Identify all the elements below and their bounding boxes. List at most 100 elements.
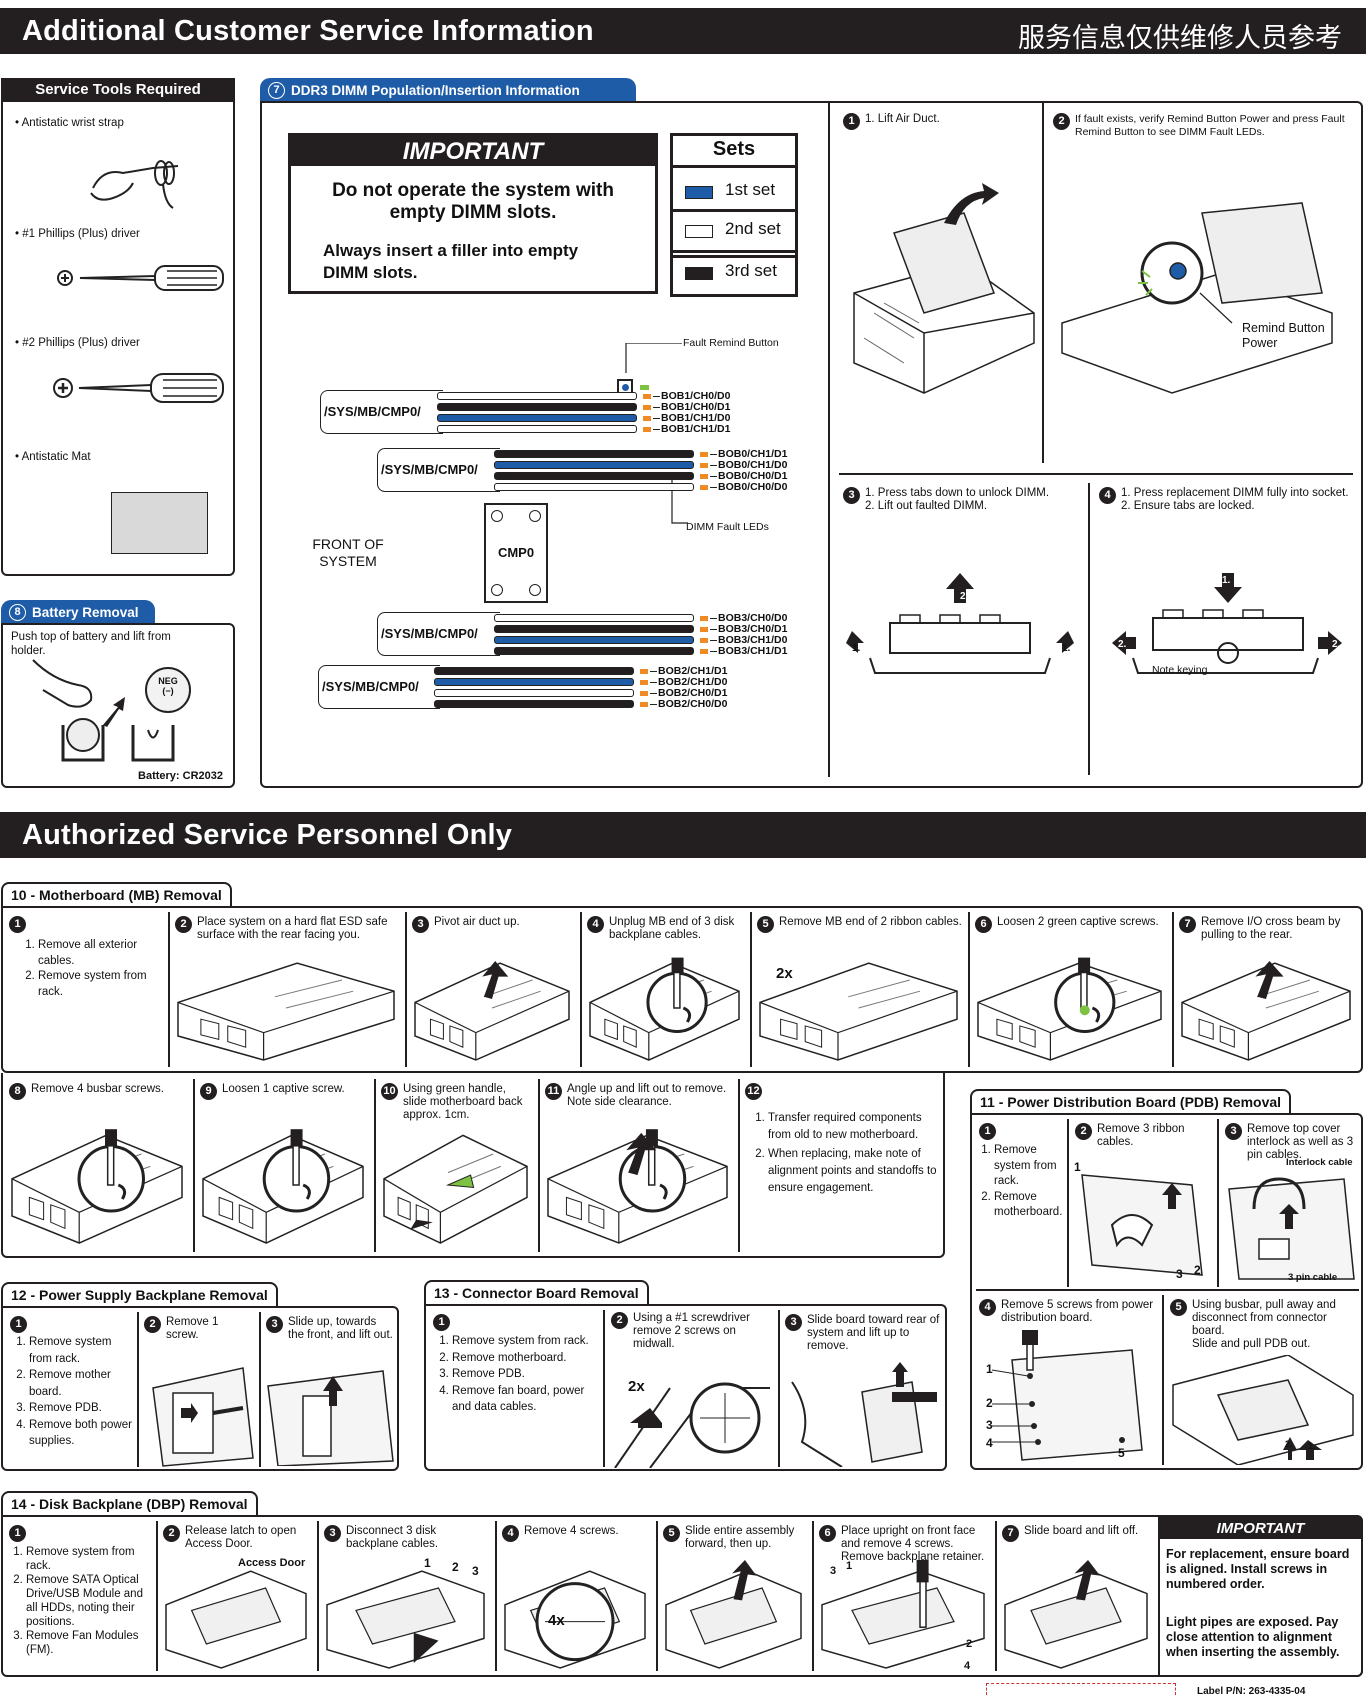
dimm-slot[interactable] [494,625,694,633]
dimm-fault-led [643,427,651,432]
dimm-bank-path: /SYS/MB/CMP0/ [324,404,421,419]
set-row: 1st set [673,174,795,212]
dimm-fault-led [640,691,648,696]
mb-step-11: 11 Angle up and lift out to remove. Note … [540,1079,737,1113]
step-illustration [11,1129,183,1244]
step-text: 2. Ensure tabs are locked. [1121,500,1255,512]
step-number: 3 [843,487,860,504]
battery-instructions: Push top of battery and lift from holder… [11,631,171,657]
cable-number: 2 [452,1560,459,1574]
phillips-driver-icon [53,373,224,403]
step-text: 1. Press tabs down to unlock DIMM. [865,487,1050,499]
cmp0-chip: CMP0 [484,503,548,603]
dimm-slot[interactable] [494,636,694,644]
quantity-badge: 2x [776,965,793,982]
dimm-bank-bracket [377,448,500,492]
arrow-label: 1. [1062,643,1071,654]
dimm-slot-label: BOB2/CH0/D1 [658,687,728,699]
set-label: 1st set [725,180,776,199]
header-bar: Additional Customer Service Information … [0,8,1366,54]
pdb-step-1: 1 [974,1119,1001,1144]
sets-title: Sets [673,138,795,168]
step-number: 8 [9,603,26,621]
dbp-step-6: 6 Place upright on front face and remove … [814,1521,994,1568]
dimm-slot[interactable] [434,667,634,675]
dimm-slot[interactable] [494,472,694,480]
step-illustration [177,962,395,1061]
dimm-slot-label: BOB1/CH1/D1 [661,423,731,435]
dimm-slot[interactable] [434,689,634,697]
set-row: 2nd set [673,215,795,253]
dimm-slot[interactable] [494,450,694,458]
battery-caption: Battery: CR2032 [138,770,223,782]
important-line-2: Always insert a filler into empty DIMM s… [323,241,579,282]
ddr3-panel: IMPORTANT Do not operate the system with… [260,101,1363,788]
dimm-step-1: 1 1. Lift Air Duct. [838,109,1038,134]
connector-screws-illustration [614,1382,770,1468]
dimm-fault-led [640,680,648,685]
dimm-slot[interactable] [494,461,694,469]
cable-number: 2 [1194,1263,1201,1277]
dimm-slot[interactable] [494,647,694,655]
dimm-fault-led [700,452,708,457]
pdb-step-2: 2 Remove 3 ribbon cables. [1070,1119,1215,1153]
dimm-slot-label: BOB3/CH0/D0 [718,612,788,624]
green-led [640,385,649,390]
sets-legend: Sets 1st set 2nd set [670,133,798,258]
dimm-slot-label: BOB1/CH0/D0 [661,390,731,402]
pdb-panel: 1 Remove system from rack. Remove mother… [970,1113,1363,1470]
lift-air-duct-illustration [853,183,1035,394]
dimm-fault-led [640,669,648,674]
dimm-slot[interactable] [437,425,637,433]
dimm-fault-led [700,485,708,490]
dimm-slot[interactable] [434,700,634,708]
tool-item: • #2 Phillips (Plus) driver [15,337,140,349]
authorized-title: Authorized Service Personnel Only [22,819,513,851]
dbp-step-1: 1 [4,1521,31,1546]
fault-leds-leader [671,473,688,524]
dimm-slot[interactable] [494,614,694,622]
dimm-fault-led [700,463,708,468]
unlock-dimm-illustration [846,573,1074,674]
quantity-badge: 2x [628,1378,645,1395]
dimm-slot[interactable] [434,678,634,686]
authorized-bar: Authorized Service Personnel Only [0,812,1366,858]
dbp-step-7: 7 Slide board and lift off. [997,1521,1157,1546]
chinese-subtitle: 服务信息仅供维修人员参考 [1018,23,1342,54]
mb-step-7: 7 Remove I/O cross beam by pulling to the… [1174,912,1360,946]
dimm-slot-label: BOB2/CH0/D0 [658,698,728,710]
service-tools-panel: Service Tools Required • Antistatic wris… [1,78,235,576]
connector-slide-illustration [791,1362,937,1467]
step-illustration [589,957,740,1061]
step-illustration [1181,960,1351,1061]
step-illustration [202,1129,364,1244]
section-tab-dbp: 14 - Disk Backplane (DBP) Removal [1,1491,258,1516]
pdb-step-3: 3 Remove top cover interlock as well as 3… [1220,1119,1362,1166]
mb-step-4: 4 Unplug MB end of 3 disk backplane cable… [582,912,749,946]
connector-panel: 1 Remove system from rack. Remove mother… [424,1304,947,1471]
dimm-step-2: 2 If fault exists, verify Remind Button … [1048,109,1358,143]
battery-panel: Push top of battery and lift from holder… [1,623,235,788]
dimm-fault-led [700,474,708,479]
screw-number: 1 [846,1560,853,1572]
pdb-step-1-list: Remove system from rack. Remove motherbo… [978,1143,1066,1221]
dimm-slot[interactable] [437,414,637,422]
psb-slide-illustration [267,1370,394,1466]
dimm-slot[interactable] [437,403,637,411]
dbp-important-text-1: For replacement, ensure board is aligned… [1166,1547,1350,1591]
dimm-slot[interactable] [437,392,637,400]
important-box: IMPORTANT Do not operate the system with… [288,133,658,294]
mb-step-1: 1 [4,912,31,937]
insert-dimm-illustration [1112,573,1342,674]
dimm-fault-led [643,405,651,410]
page-title: Additional Customer Service Information [22,15,594,47]
step-number: 1 [843,113,860,130]
front-of-system-label: FRONT OF SYSTEM [312,536,384,569]
dbp-step-3: 3 Disconnect 3 disk backplane cables. [319,1521,494,1555]
ddr3-tab: 7 DDR3 DIMM Population/Insertion Informa… [260,78,636,102]
access-door-callout: Access Door [238,1557,306,1569]
pin-cable-label: 3 pin cable [1288,1272,1338,1283]
step-number: 4 [1099,487,1116,504]
dimm-slot[interactable] [494,483,694,491]
dimm-bank-bracket [318,665,440,709]
